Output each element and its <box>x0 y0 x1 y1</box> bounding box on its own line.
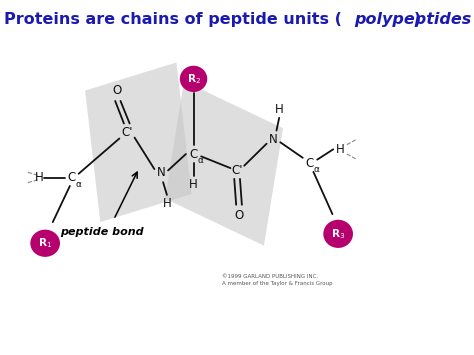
Text: polypeptides: polypeptides <box>355 12 472 27</box>
Text: C': C' <box>121 126 133 140</box>
Text: peptide bond: peptide bond <box>60 226 144 236</box>
Text: N: N <box>269 133 278 146</box>
Text: N: N <box>157 166 165 179</box>
Text: ©1999 GARLAND PUBLISHING INC.
A member of the Taylor & Francis Group: ©1999 GARLAND PUBLISHING INC. A member o… <box>222 274 333 286</box>
Text: ): ) <box>413 12 420 27</box>
Text: O: O <box>113 84 122 97</box>
Text: R$_3$: R$_3$ <box>331 227 345 241</box>
Ellipse shape <box>30 230 60 257</box>
Text: α: α <box>313 165 319 175</box>
Text: O: O <box>235 209 244 222</box>
Text: α: α <box>197 156 203 165</box>
Text: H: H <box>275 103 283 116</box>
Text: H: H <box>336 143 345 156</box>
Text: C: C <box>190 148 198 160</box>
Text: R$_2$: R$_2$ <box>187 72 201 86</box>
Text: α: α <box>76 180 82 189</box>
Text: C: C <box>68 171 76 184</box>
Text: C: C <box>305 157 314 170</box>
Ellipse shape <box>180 66 207 92</box>
Ellipse shape <box>323 220 353 248</box>
Polygon shape <box>165 81 283 246</box>
Text: H: H <box>189 178 198 191</box>
Text: R$_1$: R$_1$ <box>38 236 52 250</box>
Text: C': C' <box>232 164 243 177</box>
Text: H: H <box>35 171 44 184</box>
Polygon shape <box>85 62 191 222</box>
Text: Proteins are chains of peptide units (: Proteins are chains of peptide units ( <box>4 12 342 27</box>
Text: H: H <box>163 197 171 210</box>
